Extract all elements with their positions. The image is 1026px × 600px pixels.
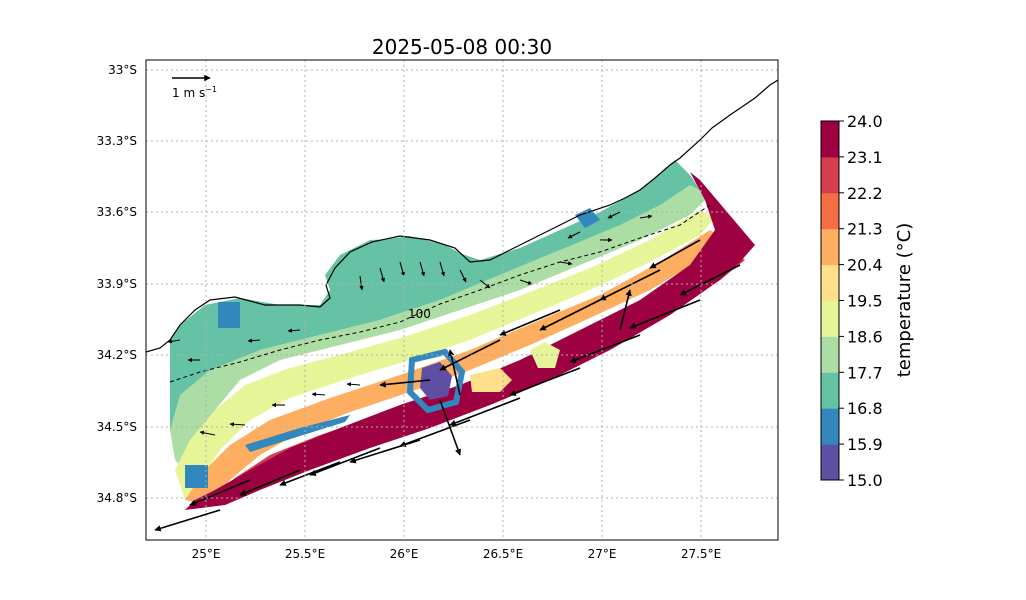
- warm-eddy-mid: [470, 368, 512, 392]
- lat-tick: 33.9°S: [97, 277, 137, 291]
- colorbar-bin: [821, 156, 839, 194]
- colorbar-tick-label: 17.7: [847, 363, 883, 382]
- lon-tick: 27°E: [588, 547, 617, 561]
- colorbar-bin: [821, 121, 839, 158]
- map-title: 2025-05-08 00:30: [372, 35, 552, 59]
- lon-tick: 25.5°E: [285, 547, 325, 561]
- lat-tick-labels: 33°S 33.3°S 33.6°S 33.9°S 34.2°S 34.5°S …: [97, 63, 137, 505]
- colorbar-bin: [821, 192, 839, 230]
- velocity-arrows: [154, 239, 741, 532]
- velocity-arrows-small: [167, 211, 653, 436]
- isobath-label: 100: [408, 307, 431, 321]
- lon-tick-labels: 25°E 25.5°E 26°E 26.5°E 27°E 27.5°E: [192, 547, 722, 561]
- colorbar-bin: [821, 372, 839, 409]
- colorbar-tick-label: 23.1: [847, 148, 883, 167]
- colorbar-bin: [821, 336, 839, 373]
- reference-arrow-exponent: −1: [205, 85, 217, 94]
- colorbar-tick-label: 15.0: [847, 471, 883, 490]
- colorbar-tick-label: 18.6: [847, 327, 883, 346]
- colorbar-bin: [821, 300, 839, 337]
- gridlines: [146, 60, 778, 540]
- colorbar-bin: [821, 228, 839, 266]
- colorbar-tick-label: 16.8: [847, 399, 883, 418]
- colorbar: 24.0 23.1 22.2 21.3 20.4 19.5 18.6 17.7 16.8 15.9…: [820, 112, 915, 490]
- cool-patch-southwest: [185, 465, 208, 488]
- colorbar-tick-label: 19.5: [847, 292, 883, 311]
- svg-text:1 m s−1: 1 m s−1: [172, 85, 217, 100]
- temperature-field: 100: [146, 79, 778, 532]
- band-green-yellow: [170, 185, 710, 470]
- lat-tick: 33.6°S: [97, 205, 137, 219]
- lat-tick: 34.8°S: [97, 491, 137, 505]
- lat-tick: 33°S: [108, 63, 137, 77]
- lon-tick: 26.5°E: [483, 547, 523, 561]
- cool-patch-west: [218, 302, 240, 328]
- colorbar-tick-label: 20.4: [847, 256, 883, 275]
- map-frame: [145, 59, 779, 541]
- map-panel: 100: [97, 59, 779, 561]
- cool-patch-eddy: [420, 362, 452, 400]
- colorbar-ticks: 24.0 23.1 22.2 21.3 20.4 19.5 18.6 17.7 16.8 15.9…: [839, 112, 883, 490]
- lat-tick: 34.2°S: [97, 348, 137, 362]
- lon-tick: 26°E: [390, 547, 419, 561]
- colorbar-tick-label: 21.3: [847, 220, 883, 239]
- colorbar-label: temperature (°C): [894, 223, 915, 377]
- reference-arrow: 1 m s−1: [172, 74, 217, 100]
- band-hot: [185, 172, 755, 510]
- colorbar-tick-label: 15.9: [847, 435, 883, 454]
- colorbar-bin: [821, 264, 839, 301]
- lat-tick: 34.5°S: [97, 420, 137, 434]
- reference-arrow-label: 1 m s: [172, 86, 205, 100]
- colorbar-bin: [821, 444, 839, 481]
- coastline: [146, 79, 778, 353]
- lon-tick: 25°E: [192, 547, 221, 561]
- colorbar-tick-label: 22.2: [847, 184, 883, 203]
- isobath-100: [169, 204, 711, 383]
- colorbar-bin: [821, 408, 839, 445]
- cool-patch-eddy-ring: [406, 348, 466, 414]
- cool-streak-south: [245, 415, 350, 452]
- colorbar-tick-label: 24.0: [847, 112, 883, 131]
- lon-tick: 27.5°E: [681, 547, 721, 561]
- warm-eddy-east: [530, 342, 560, 368]
- band-cool-nearshore: [170, 160, 700, 450]
- cool-patch-east: [575, 208, 600, 228]
- colorbar-bins: [821, 121, 839, 481]
- lat-tick: 33.3°S: [97, 134, 137, 148]
- band-yellow: [175, 210, 715, 500]
